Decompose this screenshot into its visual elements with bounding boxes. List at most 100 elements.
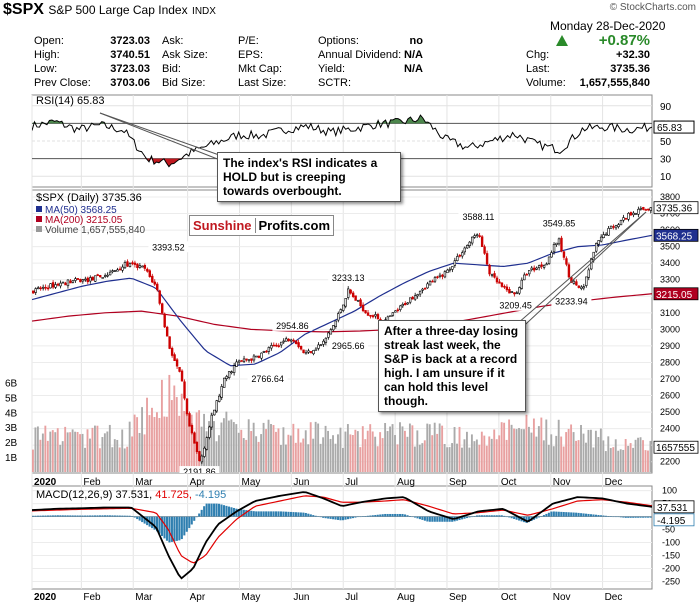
volume-bar xyxy=(133,414,136,472)
price-tick-label: 3800 xyxy=(660,192,680,202)
volume-bar xyxy=(173,385,176,472)
logo-part-1: Sunshine xyxy=(190,218,256,233)
candle-body xyxy=(431,280,434,283)
volume-bar xyxy=(270,424,272,472)
macd-histogram-bar xyxy=(334,516,337,520)
price-callout: After a three-day losing streak last wee… xyxy=(378,320,526,412)
macd-histogram-bar xyxy=(647,516,650,518)
volume-bar xyxy=(575,440,577,472)
macd-histogram-bar xyxy=(113,515,116,517)
volume-bar xyxy=(451,443,453,472)
volume-bar xyxy=(577,440,580,472)
candle-body xyxy=(374,314,377,317)
quote-date: Monday 28-Dec-2020 xyxy=(550,19,666,33)
candle-body xyxy=(208,426,211,438)
candle-body xyxy=(106,274,109,277)
candle-body xyxy=(314,348,318,351)
candle-body xyxy=(193,432,196,444)
macd-histogram-bar xyxy=(528,516,531,523)
candle-body xyxy=(592,251,595,261)
x-tick-label-macd: Jun xyxy=(293,592,309,603)
macd-histogram-bar xyxy=(185,516,188,532)
macd-histogram-bar xyxy=(354,516,357,518)
volume-bar xyxy=(262,422,265,472)
macd-histogram-bar xyxy=(180,516,183,540)
macd-histogram-bar xyxy=(103,515,106,517)
candle-body xyxy=(364,310,367,314)
macd-histogram-bar xyxy=(54,515,57,517)
macd-histogram-bar xyxy=(438,516,441,522)
macd-histogram-bar xyxy=(443,516,446,522)
candle-body xyxy=(94,275,97,282)
rsi-title: RSI(14) 65.83 xyxy=(36,95,104,107)
macd-histogram-bar xyxy=(609,516,612,517)
volume-bar xyxy=(423,440,426,472)
macd-histogram-bar xyxy=(396,513,399,517)
macd-histogram-bar xyxy=(46,515,49,517)
volume-bar xyxy=(94,425,96,472)
volume-bar xyxy=(535,436,538,472)
price-annotation: 3233.13 xyxy=(332,273,365,283)
change-percent: +0.87% xyxy=(598,32,650,49)
price-callout-pointer xyxy=(512,211,647,337)
volume-bar xyxy=(101,437,104,472)
volume-bar xyxy=(418,444,421,472)
sctr-label: SCTR: xyxy=(318,77,351,89)
macd-signal-line xyxy=(32,495,652,564)
volume-bar xyxy=(260,434,263,472)
candle-body xyxy=(356,299,360,302)
macd-histogram-bar xyxy=(384,513,387,517)
macd-histogram-bar xyxy=(614,516,617,518)
candle-body xyxy=(614,225,618,229)
annotation-bg xyxy=(272,319,313,331)
volume-bar xyxy=(609,448,612,472)
macd-histogram-bar xyxy=(141,516,144,523)
ask-label: Ask: xyxy=(162,35,184,47)
candle-body xyxy=(632,212,635,216)
volume-bar xyxy=(337,434,339,472)
candle-body xyxy=(515,292,519,295)
volume-bar xyxy=(208,421,210,472)
chg-value: +32.30 xyxy=(616,49,650,61)
volume-bar xyxy=(255,436,258,472)
candle-body xyxy=(103,275,107,277)
volume-bar xyxy=(624,439,627,472)
candle-body xyxy=(599,236,603,242)
volume-bar xyxy=(178,415,181,472)
candle-body xyxy=(572,280,576,284)
macd-histogram-bar xyxy=(156,516,159,532)
x-tick-label-macd: Nov xyxy=(553,592,571,603)
macd-histogram-bar xyxy=(32,515,35,517)
candle-body xyxy=(183,381,186,399)
macd-histogram-bar xyxy=(250,510,253,517)
candle-body xyxy=(319,344,323,347)
candle-body xyxy=(265,350,268,353)
candle-body xyxy=(153,281,156,285)
volume-bar xyxy=(59,444,62,472)
volume-bar xyxy=(369,424,372,472)
volume-bar xyxy=(245,439,248,472)
macd-histogram-bar xyxy=(84,515,87,517)
macd-histogram-bar xyxy=(106,515,109,517)
candle-body xyxy=(394,310,397,313)
candle-body xyxy=(252,355,256,361)
candle-body xyxy=(639,207,643,210)
volume-bar xyxy=(148,415,151,472)
candle-body xyxy=(552,243,556,253)
volume-bar xyxy=(441,425,444,472)
price-annotation: 2954.86 xyxy=(276,321,309,331)
macd-histogram-bar xyxy=(642,516,645,518)
macd-histogram-bar xyxy=(309,514,312,517)
macd-histogram-bar xyxy=(270,511,273,517)
macd-histogram-bar xyxy=(552,511,555,517)
macd-histogram-bar xyxy=(644,516,647,518)
candle-body xyxy=(304,352,308,355)
candle-body xyxy=(317,344,320,349)
macd-histogram-bar xyxy=(463,516,466,519)
volume-bar xyxy=(594,430,597,472)
macd-title: MACD(12,26,9) 37.531, 41.725, -4.195 xyxy=(36,489,226,501)
x-tick-label-price: Jun xyxy=(293,477,309,488)
volume-bar xyxy=(344,431,347,472)
volume-swatch xyxy=(36,226,42,232)
volume-bar xyxy=(537,426,540,472)
